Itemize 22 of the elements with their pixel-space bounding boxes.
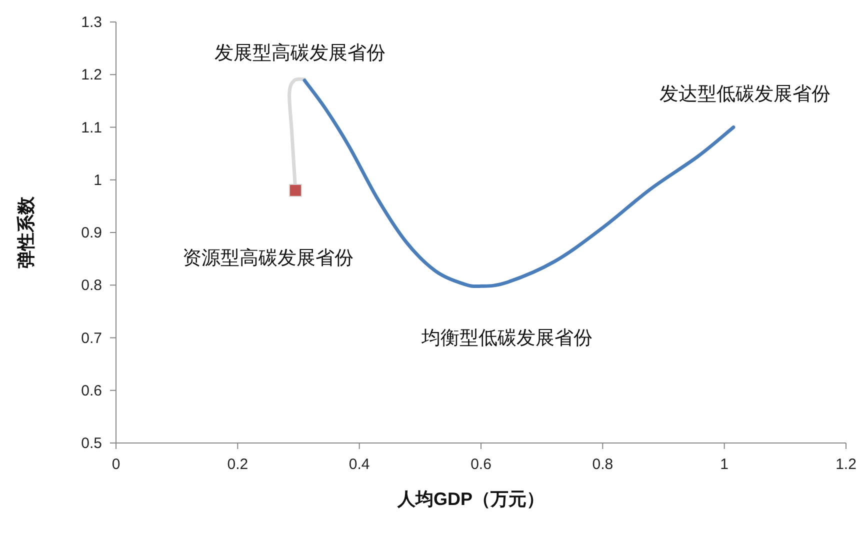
- x-tick-label: 0: [112, 456, 120, 473]
- x-tick-label: 0.4: [348, 456, 370, 473]
- x-tick-label: 1: [720, 456, 729, 473]
- y-tick-label: 1.3: [81, 14, 102, 31]
- x-axis-title: 人均GDP（万元）: [396, 489, 545, 509]
- y-tick-label: 1.2: [81, 66, 102, 84]
- annotation: 发达型低碳发展省份: [660, 84, 830, 105]
- annotation: 均衡型低碳发展省份: [420, 328, 592, 349]
- y-axis-title: 弹性系数: [16, 196, 36, 268]
- x-tick-label: 0.8: [592, 456, 614, 473]
- y-tick-label: 1.1: [81, 119, 102, 136]
- x-tick-label: 1.2: [836, 456, 856, 473]
- annotation: 发展型高碳发展省份: [214, 42, 386, 64]
- y-tick-label: 0.7: [81, 330, 102, 347]
- annotation: 资源型高碳发展省份: [182, 247, 354, 269]
- y-tick-label: 1: [94, 172, 102, 189]
- y-tick-label: 0.6: [81, 382, 102, 400]
- y-tick-label: 0.9: [81, 224, 102, 242]
- y-tick-label: 0.8: [81, 277, 102, 294]
- x-tick-label: 0.2: [227, 456, 248, 473]
- x-tick-label: 0.6: [470, 456, 492, 473]
- y-tick-label: 0.5: [81, 435, 102, 452]
